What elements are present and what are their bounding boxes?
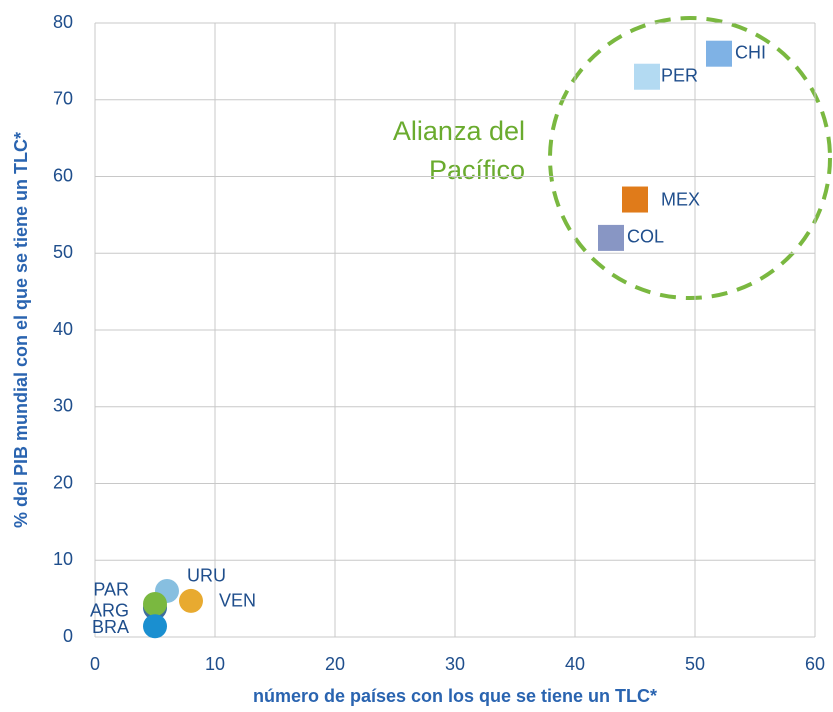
y-tick-label: 50 <box>53 242 73 262</box>
point <box>622 186 648 213</box>
y-axis-title: % del PIB mundial con el que se tiene un… <box>11 132 31 528</box>
y-tick-label: 10 <box>53 549 73 569</box>
point <box>143 614 167 639</box>
point-label: ARG <box>90 601 129 621</box>
point <box>143 591 167 616</box>
y-tick-label: 0 <box>63 626 73 646</box>
point <box>634 63 660 90</box>
y-tick-label: 40 <box>53 319 73 339</box>
y-tick-label: 30 <box>53 396 73 416</box>
point-label: CHI <box>735 42 766 62</box>
point-label: PER <box>661 65 698 85</box>
point-label: VEN <box>219 591 256 611</box>
x-tick-label: 20 <box>325 654 345 674</box>
point-label: PAR <box>93 580 129 600</box>
x-tick-label: 0 <box>90 654 100 674</box>
group-outline <box>548 16 832 300</box>
y-tick-label: 70 <box>53 89 73 109</box>
x-axis-title: número de países con los que se tiene un… <box>253 686 657 706</box>
point <box>598 224 624 251</box>
y-tick-label: 20 <box>53 472 73 492</box>
x-tick-label: 60 <box>805 654 825 674</box>
y-tick-label: 60 <box>53 165 73 185</box>
point <box>706 40 732 67</box>
annotation: Alianza del <box>393 116 525 146</box>
x-tick-label: 10 <box>205 654 225 674</box>
point-label: BRA <box>92 617 129 637</box>
point-label: URU <box>187 566 226 586</box>
point <box>179 588 203 613</box>
point-label: MEX <box>661 189 700 209</box>
annotation: Pacífico <box>429 155 525 185</box>
y-tick-label: 80 <box>53 12 73 32</box>
x-tick-label: 50 <box>685 654 705 674</box>
x-tick-label: 40 <box>565 654 585 674</box>
x-tick-label: 30 <box>445 654 465 674</box>
point-label: COL <box>627 227 664 247</box>
